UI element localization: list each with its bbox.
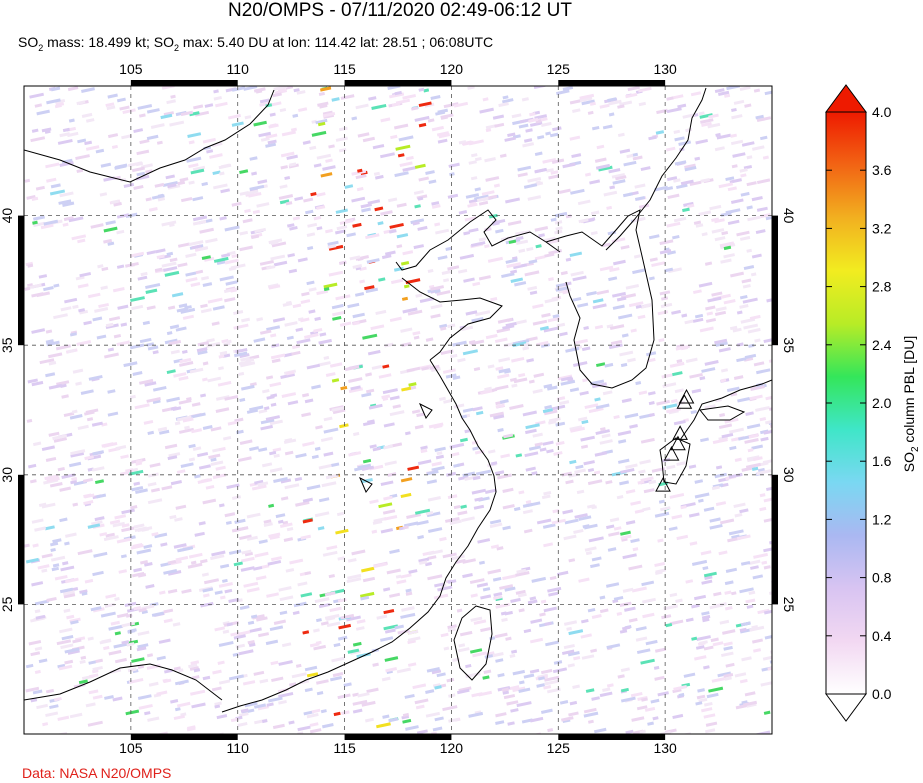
volcano-icon [676,394,693,409]
colorbar-max-arrow [825,84,867,113]
frame-bar-bottom [130,734,238,740]
frame-scale-bars [18,80,778,740]
border-south [24,663,223,701]
colorbar-tick-label: 3.2 [872,220,892,236]
colorbar-tick-label: 1.2 [872,511,892,527]
lon-tick-label-bottom: 105 [119,740,143,756]
colorbar-tick-label: 2.4 [872,337,892,353]
lat-tick-label-left: 35 [0,337,15,353]
lat-tick-label-left: 25 [0,596,15,612]
colorbar-tick-label: 1.6 [872,453,892,469]
graticule [24,86,772,734]
volcano-icon [655,477,671,492]
colorbar-ticks: 4.0 3.6 3.2 2.8 2.4 2.0 1.6 1.2 0.8 0.4 0.0 [826,104,892,702]
lat-tick-label-left: 30 [0,467,15,483]
lon-tick-label-bottom: 125 [547,740,571,756]
lon-tick-label-top: 115 [333,61,356,77]
frame-bar-right [772,215,778,346]
coast-bohai [395,209,561,271]
lon-tick-label-top: 130 [653,61,677,77]
colorbar-tick-label: 0.0 [872,686,892,702]
volcano-icon [663,446,680,461]
frame-bar-left [18,215,24,346]
frame-bar-left [18,474,24,605]
so2-pixel-layer [24,86,772,734]
colorbar-tick-label: 0.8 [872,570,892,586]
colorbar-tick-label: 3.6 [872,162,892,178]
lon-tick-label-bottom: 110 [227,740,250,756]
lat-tick-label-right: 30 [781,467,797,483]
volcano-icon [672,425,688,440]
lon-tick-label-top: 110 [227,61,250,77]
colorbar-tick-label: 0.4 [872,628,892,644]
lat-tick-label-right: 40 [781,208,797,224]
border-line-north [24,89,275,183]
lon-labels-top: 105 110 115 120 125 130 [119,61,677,77]
lon-tick-label-bottom: 115 [333,740,356,756]
lon-labels-bottom: 105 110 115 120 125 130 [119,740,677,756]
lat-tick-label-left: 40 [0,208,15,224]
frame-bar-right [772,474,778,605]
coast-shikoku [699,405,746,421]
colorbar-tick-label: 4.0 [872,104,892,120]
lake-b [419,402,433,419]
frame-bar-bottom [344,734,452,740]
lat-tick-label-right: 35 [781,337,797,353]
coastlines [24,87,772,713]
volcano-icon [678,388,695,404]
volcano-icon [670,435,686,451]
coast-northeast [605,87,707,251]
frame-bar-top [558,80,666,86]
lake-a [359,476,373,493]
frame-bar-top [130,80,238,86]
lat-labels-left: 40 35 30 25 [0,208,15,613]
so2-summary: SO2 mass: 18.499 kt; SO2 max: 5.40 DU at… [18,34,494,53]
lon-tick-label-bottom: 130 [653,740,677,756]
lon-tick-label-top: 125 [547,61,571,77]
coast-korea [545,209,655,389]
lon-tick-label-bottom: 120 [440,740,464,756]
lat-labels-right: 40 35 30 25 [781,208,797,613]
lat-tick-label-right: 25 [781,597,797,613]
colorbar-gradient [825,111,867,695]
volcano-markers [655,388,695,492]
colorbar-tick-label: 2.0 [872,395,892,411]
lon-tick-label-top: 120 [440,61,464,77]
frame-bar-top [344,80,452,86]
lon-tick-label-top: 105 [119,61,143,77]
frame-bar-bottom [558,734,666,740]
colorbar-min-arrow [825,693,867,722]
coast-shandong [401,277,503,361]
coast-japan [679,379,772,441]
data-credit: Data: NASA N20/OMPS [22,765,172,781]
coast-east-china [221,359,497,713]
map-title: N20/OMPS - 07/11/2020 02:49-06:12 UT [228,0,572,21]
coast-taiwan [453,605,493,681]
colorbar-label: SO2 column PBL [DU] [901,336,921,473]
colorbar-tick-label: 2.8 [872,279,892,295]
